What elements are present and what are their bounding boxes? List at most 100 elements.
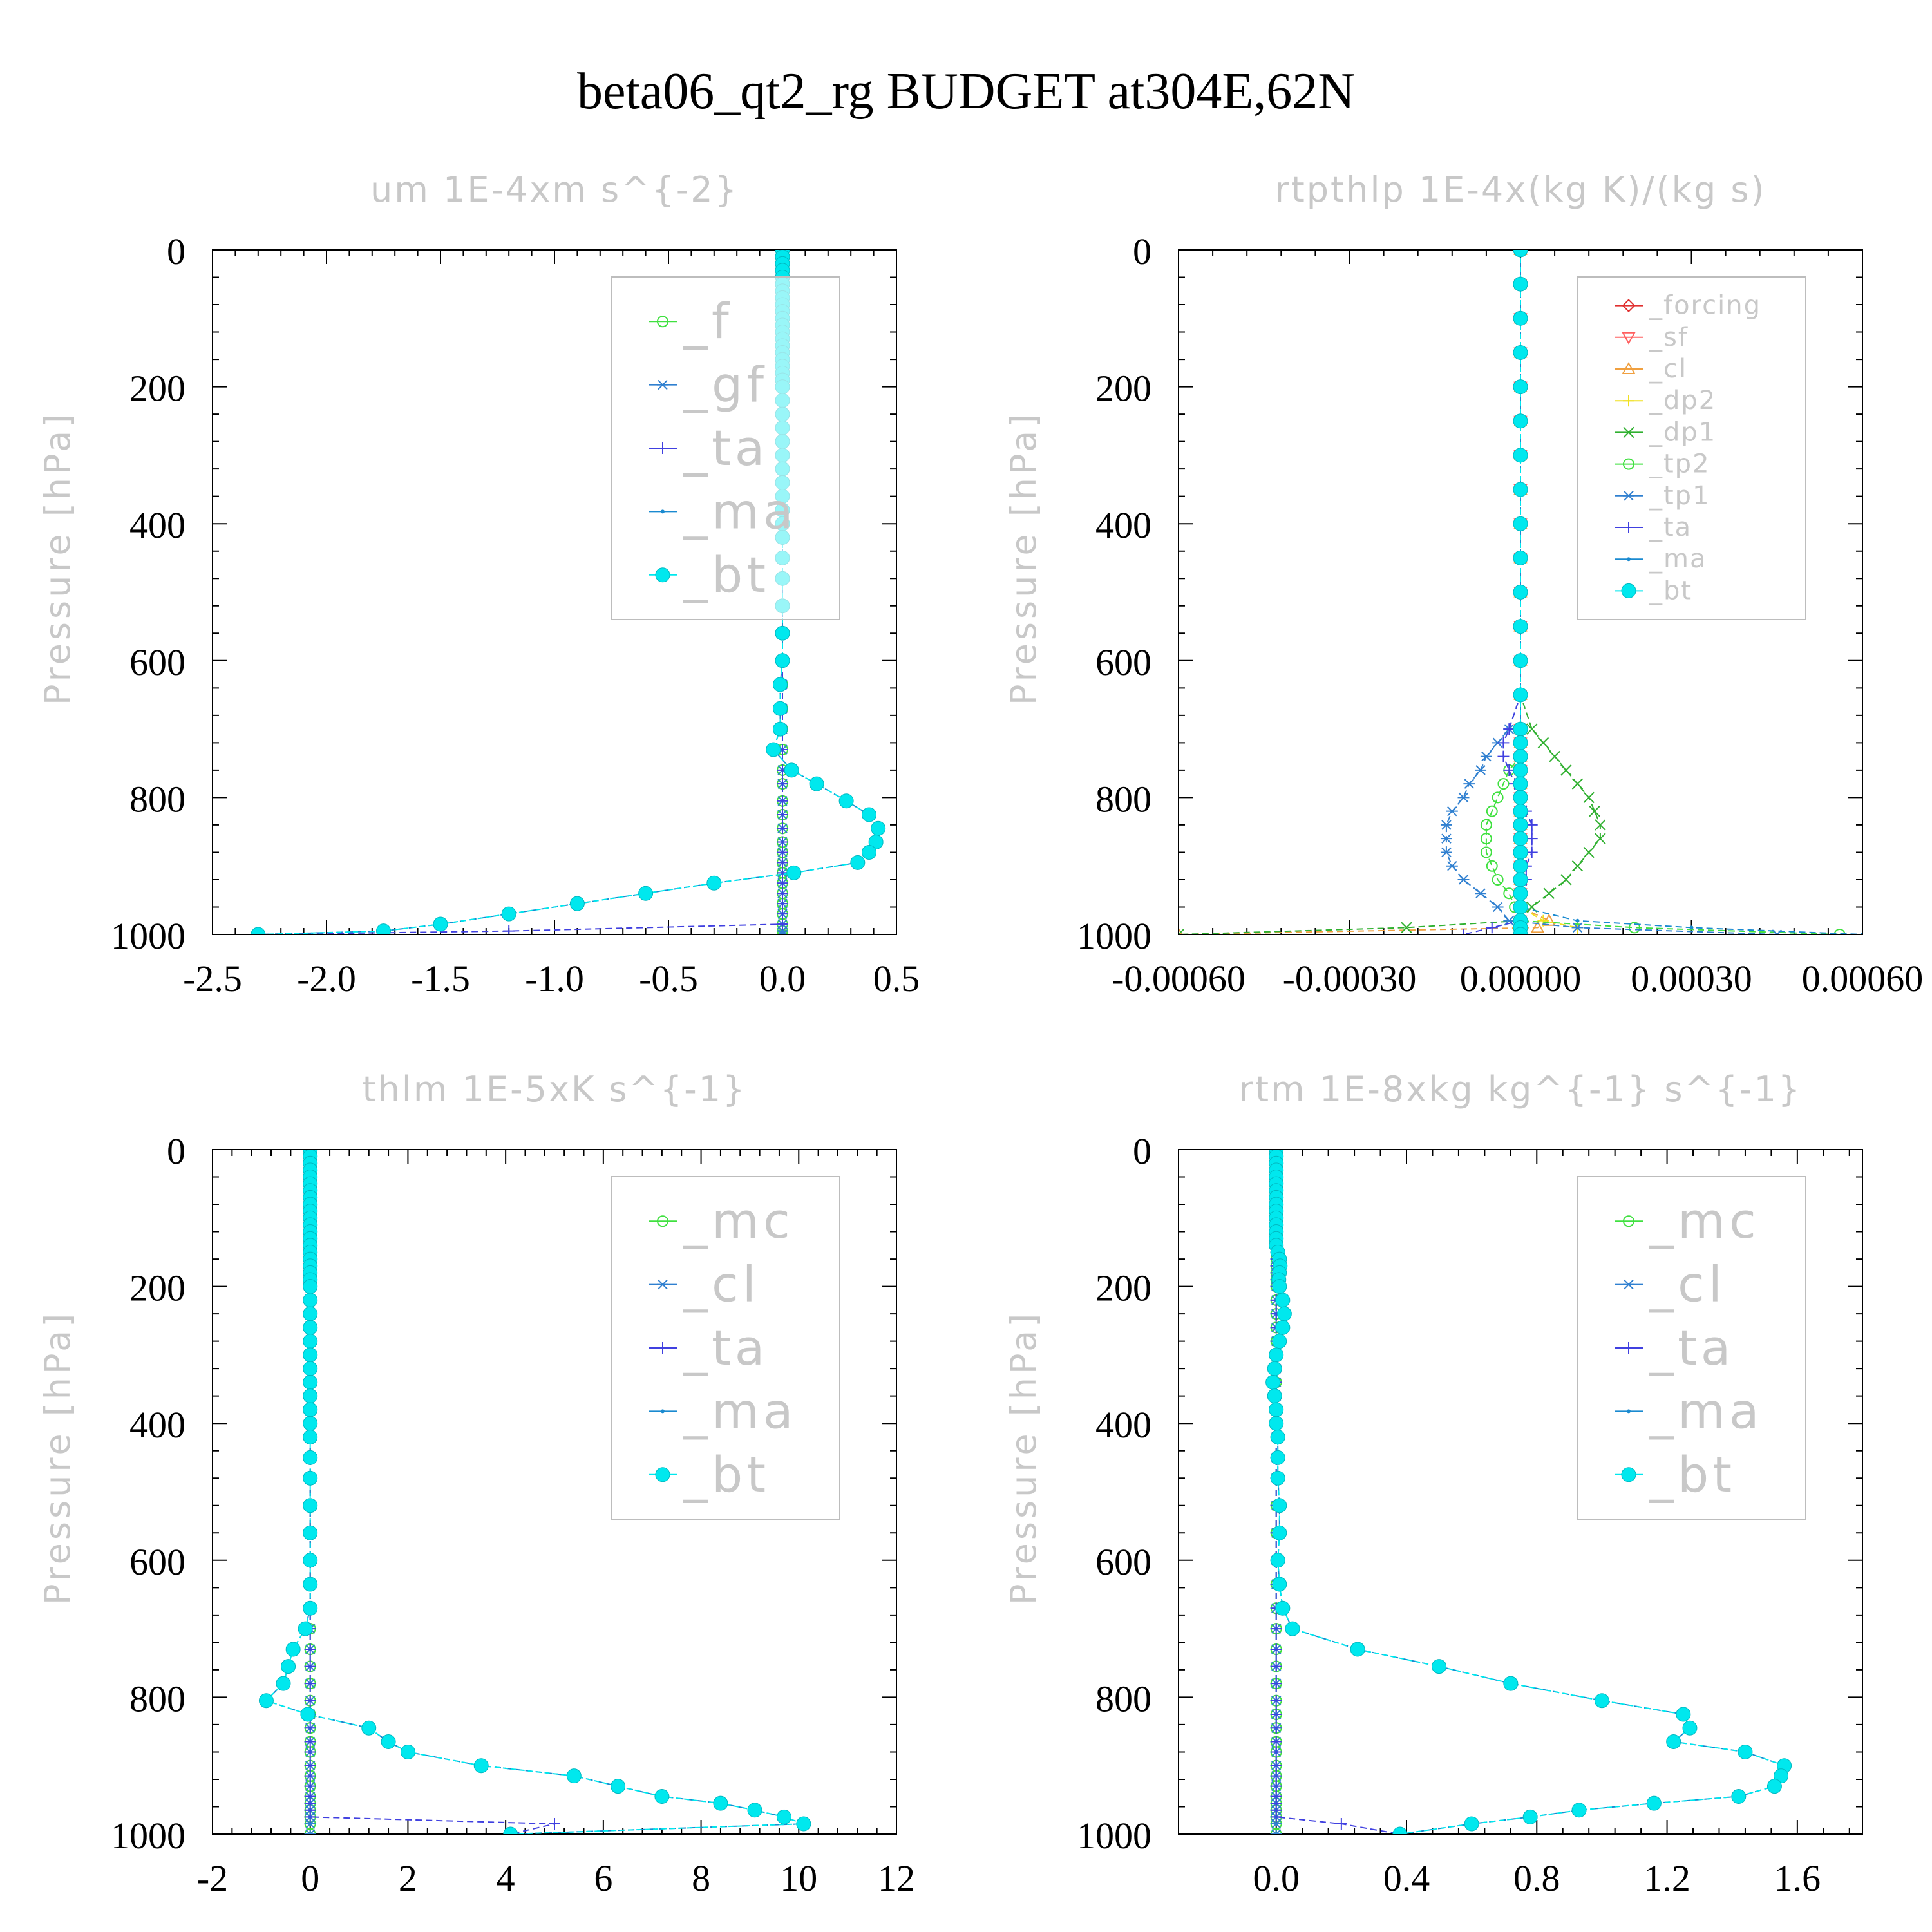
data-point (1475, 888, 1487, 898)
data-point (1513, 804, 1528, 819)
data-point (1401, 922, 1412, 934)
data-point (772, 677, 788, 692)
data-point (1272, 1577, 1287, 1592)
data-point (304, 1819, 316, 1829)
legend-label-cl: _cl (1649, 354, 1687, 384)
data-point (1738, 1744, 1753, 1759)
data-point (1457, 929, 1470, 934)
data-point (777, 908, 788, 920)
y-tick-label: 400 (1095, 1404, 1151, 1446)
legend-label-forcing: _forcing (1649, 291, 1761, 321)
x-tick-label: -0.00030 (1283, 958, 1417, 999)
legend-label-cl: _cl (1649, 1256, 1726, 1313)
data-point (1623, 1215, 1634, 1227)
data-point (566, 1768, 582, 1784)
data-point (1513, 482, 1528, 497)
data-point (1457, 875, 1470, 885)
data-point (1513, 844, 1528, 860)
data-point (303, 1416, 318, 1431)
data-point (1270, 1811, 1282, 1823)
data-point (1623, 1342, 1634, 1354)
legend-label-ma: _ma (683, 482, 797, 540)
x-tick-label: -1.5 (411, 958, 470, 999)
data-point (1503, 723, 1515, 735)
data-point (657, 316, 668, 328)
data-point (1513, 653, 1528, 668)
x-tick-label: 0.5 (873, 958, 920, 999)
data-point (1270, 1828, 1282, 1834)
data-point (304, 1643, 316, 1655)
data-point (1571, 778, 1584, 790)
data-point (1270, 1770, 1282, 1782)
x-tick-label: 2 (399, 1857, 417, 1899)
data-point (1269, 1347, 1284, 1363)
data-point (1513, 619, 1528, 634)
data-point (1537, 737, 1549, 749)
data-point (303, 1577, 318, 1592)
data-point (1513, 276, 1528, 292)
y-tick-label: 800 (1095, 778, 1151, 820)
y-tick-label: 800 (1095, 1678, 1151, 1719)
data-point (1457, 792, 1470, 803)
data-point (1646, 1795, 1662, 1811)
y-axis-label: Pressure [hPa] (37, 411, 78, 705)
data-point (1571, 922, 1584, 933)
data-point (1513, 516, 1528, 531)
legend-label-cl: _cl (683, 1256, 760, 1313)
data-point (1480, 751, 1492, 762)
x-tick-label: -2.0 (297, 958, 356, 999)
data-point (1275, 1293, 1291, 1308)
data-point (1575, 918, 1580, 923)
data-point (501, 906, 516, 922)
data-point (569, 896, 585, 911)
x-tick-label: -1.0 (525, 958, 584, 999)
data-point (1513, 550, 1528, 565)
data-point (303, 1450, 318, 1465)
data-point (303, 1402, 318, 1417)
data-point (303, 1470, 318, 1486)
y-tick-label: 400 (129, 1404, 185, 1446)
y-tick-label: 1000 (111, 915, 185, 957)
y-tick-label: 800 (129, 1678, 185, 1719)
data-point (777, 857, 788, 869)
axis-ticks (212, 249, 897, 935)
chart-panels: um 1E-4xm s^{-2}Pressure [hPa]0200400600… (37, 169, 1923, 1899)
x-tick-label: 0.4 (1383, 1857, 1430, 1899)
data-point (1270, 1678, 1282, 1690)
data-point (1497, 737, 1510, 749)
legend-label-f: _f (683, 292, 733, 350)
data-point (304, 1722, 316, 1734)
data-point (1270, 1759, 1282, 1772)
data-point (775, 653, 790, 668)
data-point (1270, 1553, 1285, 1568)
data-point (433, 916, 448, 932)
data-point (1513, 790, 1528, 805)
data-point (1486, 860, 1498, 872)
legend: _f _gf _ta_ma _bt (611, 276, 840, 620)
data-point (1560, 764, 1572, 776)
data-point (361, 1720, 377, 1736)
data-point (1513, 899, 1528, 914)
data-point (1480, 846, 1492, 858)
data-point (1513, 927, 1528, 934)
data-point (747, 1803, 762, 1818)
y-tick-label: 200 (129, 1267, 185, 1309)
data-point (400, 1744, 415, 1759)
x-tick-label: 0.8 (1513, 1857, 1560, 1899)
data-point (1492, 791, 1504, 804)
legend-label-ma: _ma (1649, 544, 1707, 574)
data-point (1513, 886, 1528, 901)
y-tick-label: 200 (1095, 1267, 1151, 1309)
chart-panel-1: um 1E-4xm s^{-2} Pressure [hPa] 0 200 400 600… (37, 169, 920, 999)
y-tick-label: 1000 (1077, 915, 1151, 957)
figure-title: beta06_qt2_rg BUDGET at304E,62N (577, 63, 1355, 120)
data-point (784, 762, 799, 778)
data-point (276, 1676, 291, 1691)
y-axis-label: Pressure [hPa] (1003, 1311, 1044, 1605)
plot-frame (212, 1149, 897, 1835)
legend-label-dp1: _dp1 (1649, 417, 1716, 447)
data-point (1440, 833, 1452, 844)
data-point (1270, 1708, 1282, 1720)
data-point (1446, 806, 1458, 817)
data-point (1595, 819, 1606, 831)
